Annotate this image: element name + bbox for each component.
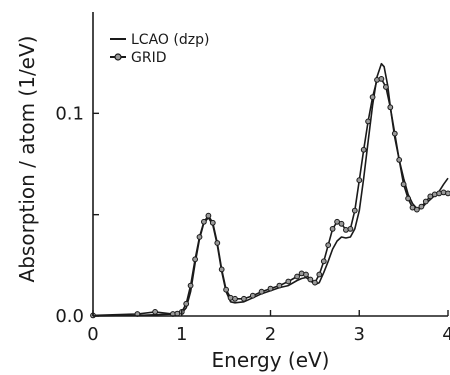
legend: LCAO (dzp) GRID [110, 32, 209, 66]
grid-data-point [312, 279, 318, 286]
x-tick-label: 4 [442, 324, 450, 345]
grid-data-point [378, 76, 385, 82]
legend-entry-grid: GRID [110, 50, 167, 66]
y-axis-title: Absorption / atom (1/eV) [15, 36, 39, 283]
grid-data-point [320, 258, 327, 265]
grid-data-point [267, 285, 274, 292]
grid-data-point [294, 273, 301, 280]
x-axis-title: Energy (eV) [212, 348, 330, 372]
grid-data-point [303, 271, 309, 278]
grid-data-point [232, 295, 238, 302]
grid-data-point [422, 198, 429, 205]
grid-data-point [343, 227, 349, 233]
legend-marker-grid [114, 53, 122, 61]
grid-data-point [196, 234, 203, 240]
y-axis-ticks: 0.0 0.1 [55, 103, 99, 327]
grid-data-point [183, 300, 190, 307]
x-tick-label: 3 [354, 324, 365, 345]
grid-data-point [249, 292, 256, 299]
grid-data-point [329, 226, 336, 232]
grid-data-point [276, 282, 283, 289]
x-axis-ticks: 0 1 2 3 4 [87, 310, 450, 345]
grid-data-point [205, 212, 212, 219]
grid-data-point [418, 203, 425, 210]
series-layer [90, 62, 450, 319]
grid-data-point [387, 104, 394, 111]
grid-data-point [316, 271, 323, 278]
grid-data-point [436, 190, 443, 197]
grid-data-point [152, 309, 159, 315]
grid-data-point [383, 84, 389, 90]
grid-data-point [218, 266, 225, 273]
grid-data-point [192, 256, 199, 263]
grid-data-point [258, 288, 265, 295]
grid-data-point [338, 220, 345, 227]
y-tick-label: 0.1 [55, 103, 84, 124]
grid-data-point [223, 286, 230, 293]
grid-data-point [391, 130, 398, 137]
grid-data-point [445, 190, 450, 197]
grid-data-point [396, 157, 403, 163]
grid-data-point [201, 218, 207, 225]
grid-data-point [209, 219, 216, 226]
y-tick-label: 0.0 [55, 306, 84, 327]
grid-data-point [214, 240, 221, 246]
grid-data-point [365, 118, 372, 125]
legend-label-lcao: LCAO (dzp) [131, 32, 209, 48]
grid-data-point [285, 278, 292, 285]
x-tick-label: 2 [265, 324, 276, 345]
grid-data-point [405, 195, 412, 202]
series-line-grid [92, 78, 449, 317]
grid-data-point [414, 206, 420, 213]
grid-data-point [356, 177, 363, 184]
grid-data-point [369, 94, 376, 100]
x-tick-label: 1 [176, 324, 187, 345]
grid-data-point [241, 295, 247, 302]
grid-data-point [347, 226, 354, 232]
grid-data-point [351, 207, 358, 214]
grid-data-point [400, 181, 407, 188]
legend-label-grid: GRID [131, 50, 167, 66]
grid-data-point [187, 282, 194, 289]
grid-data-point [325, 242, 332, 249]
series-line-lcao [92, 62, 449, 317]
grid-data-point [307, 276, 314, 283]
x-tick-label: 0 [87, 324, 98, 345]
legend-entry-lcao: LCAO (dzp) [110, 32, 209, 48]
grid-data-point [360, 146, 367, 153]
